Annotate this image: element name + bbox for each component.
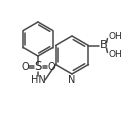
Text: O: O bbox=[47, 62, 55, 72]
Text: OH: OH bbox=[108, 32, 122, 41]
Text: O: O bbox=[21, 62, 29, 72]
Text: HN: HN bbox=[31, 75, 45, 85]
Text: S: S bbox=[34, 60, 42, 74]
Text: OH: OH bbox=[108, 50, 122, 59]
Text: N: N bbox=[68, 75, 76, 85]
Text: B: B bbox=[100, 41, 107, 51]
